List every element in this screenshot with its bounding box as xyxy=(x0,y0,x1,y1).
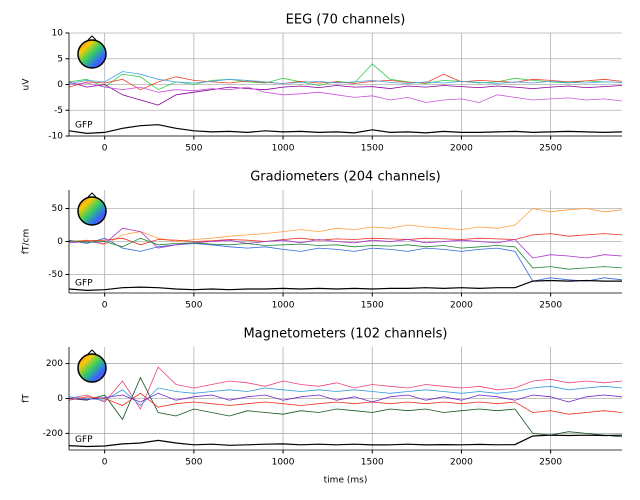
channel-line xyxy=(68,227,623,259)
channel-line xyxy=(68,63,623,91)
channel-line xyxy=(68,237,623,270)
channel-line xyxy=(68,376,623,438)
y-tick-label: -200 xyxy=(43,429,64,439)
head-icon xyxy=(77,39,107,69)
x-tick-label: 500 xyxy=(185,301,202,311)
channel-line xyxy=(68,82,623,103)
x-tick-label: 1500 xyxy=(361,458,384,468)
x-tick-label: 2500 xyxy=(539,144,562,154)
gfp-line xyxy=(68,279,622,292)
y-tick-label: 10 xyxy=(52,29,64,39)
x-tick-label: 0 xyxy=(102,144,108,154)
channel-line xyxy=(68,366,623,410)
x-tick-label: 2500 xyxy=(539,301,562,311)
x-tick-label: 500 xyxy=(185,458,202,468)
channel-line xyxy=(68,208,623,246)
channel-line xyxy=(68,385,623,407)
x-axis-label: time (ms) xyxy=(324,476,368,486)
y-tick-label: 200 xyxy=(46,359,63,369)
x-tick-label: 0 xyxy=(102,301,108,311)
head-nose xyxy=(87,192,97,198)
gfp-line xyxy=(68,124,623,135)
head-nose xyxy=(87,35,97,41)
x-tick-label: 2000 xyxy=(450,301,473,311)
chart-title: Magnetometers (102 channels) xyxy=(243,327,447,342)
x-tick-label: 0 xyxy=(102,458,108,468)
x-tick-label: 1000 xyxy=(272,301,295,311)
channel-line xyxy=(68,233,623,246)
channel-line xyxy=(68,392,623,415)
y-tick-label: 0 xyxy=(57,80,63,90)
chart-title: Gradiometers (204 channels) xyxy=(250,170,441,185)
x-tick-label: 1000 xyxy=(272,144,295,154)
y-tick-label: 50 xyxy=(52,204,64,214)
channel-line xyxy=(68,392,623,403)
y-tick-label: -10 xyxy=(48,132,63,142)
x-tick-label: 1500 xyxy=(361,301,384,311)
x-tick-label: 2500 xyxy=(539,458,562,468)
head-icon xyxy=(77,353,107,383)
x-tick-label: 2000 xyxy=(450,458,473,468)
y-tick-label: -5 xyxy=(54,106,63,116)
channel-line xyxy=(68,81,623,106)
channel-line xyxy=(68,237,623,282)
y-tick-label: 0 xyxy=(57,394,63,404)
x-tick-label: 1500 xyxy=(361,144,384,154)
head-icon xyxy=(77,196,107,226)
channel-line xyxy=(68,71,623,84)
y-tick-label: 5 xyxy=(57,54,63,64)
x-tick-label: 1000 xyxy=(272,458,295,468)
gfp-label: GFP xyxy=(75,435,93,445)
gfp-label: GFP xyxy=(75,279,93,289)
head-nose xyxy=(87,349,97,355)
y-axis-label: fT/cm xyxy=(22,229,32,254)
x-tick-label: 2000 xyxy=(450,144,473,154)
y-tick-label: 0 xyxy=(57,237,63,247)
chart-title: EEG (70 channels) xyxy=(286,13,406,28)
y-axis-label: uV xyxy=(22,78,32,91)
gfp-line xyxy=(68,434,623,448)
y-tick-label: -50 xyxy=(48,270,63,280)
gfp-label: GFP xyxy=(75,120,93,130)
x-tick-label: 500 xyxy=(185,144,202,154)
y-axis-label: fT xyxy=(22,394,32,403)
